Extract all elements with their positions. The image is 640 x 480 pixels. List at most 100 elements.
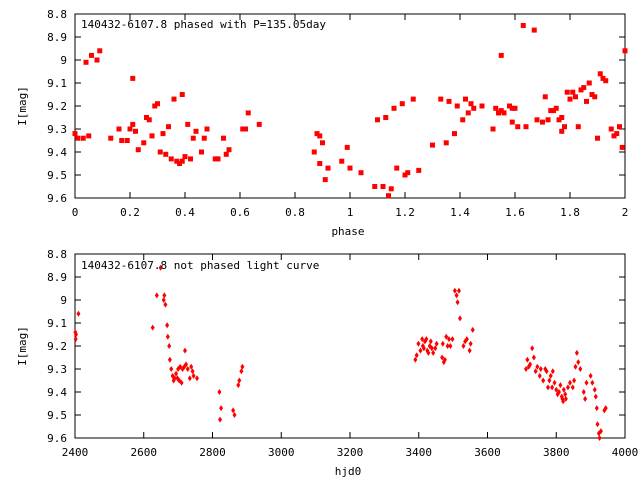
unphased-data-point: [541, 377, 546, 384]
unphased-data-point: [447, 336, 451, 343]
phased-data-point: [465, 110, 471, 116]
unphased-x-tick-label: 3000: [268, 446, 295, 459]
phased-data-point: [94, 57, 100, 63]
unphased-data-point: [237, 377, 242, 384]
unphased-data-point: [218, 416, 223, 423]
phased-data-point: [160, 131, 166, 137]
unphased-data-point: [217, 389, 222, 395]
unphased-data-point: [429, 345, 434, 352]
phased-data-point: [163, 151, 169, 157]
phased-x-tick-label: 1.2: [395, 206, 415, 219]
phased-y-tick-label: 8.9: [47, 31, 67, 44]
unphased-chart-title: 140432-6107.8 not phased light curve: [81, 259, 319, 272]
phased-data-point: [83, 59, 89, 65]
unphased-chart: 8.8 8.9 9 9.1 9.2 9.3 9.4 9.5 9.6 2400 2600 2800 30…: [16, 248, 638, 478]
phased-data-point: [215, 156, 221, 162]
phased-data-point: [325, 165, 331, 171]
phased-data-point: [152, 103, 158, 109]
unphased-data-point: [531, 354, 536, 361]
unphased-data-point: [184, 361, 189, 368]
phased-data-point: [380, 184, 386, 189]
unphased-data-point: [467, 347, 472, 354]
unphased-data-point: [574, 349, 579, 356]
unphased-data-point: [561, 398, 566, 405]
phased-data-point: [468, 101, 474, 107]
unphased-data-point: [547, 377, 552, 384]
unphased-data-point: [420, 336, 425, 343]
unphased-data-point: [195, 375, 200, 382]
unphased-x-tick-label: 2400: [62, 446, 89, 459]
phased-data-point: [446, 98, 452, 104]
unphased-data-point: [544, 368, 549, 375]
phased-data-point: [542, 94, 548, 100]
phased-data-point: [540, 119, 545, 125]
unphased-data-point: [590, 379, 595, 386]
phased-data-point: [559, 128, 565, 134]
phased-data-point: [534, 117, 540, 123]
phased-data-point: [575, 124, 581, 130]
phased-data-point: [578, 87, 584, 93]
phased-x-tick-label: 2: [622, 206, 629, 219]
unphased-data-point: [535, 363, 540, 370]
unphased-data-point: [413, 356, 418, 363]
unphased-data-point: [163, 301, 168, 308]
phased-y-tick-label: 9.2: [47, 100, 67, 113]
unphased-data-point: [470, 326, 475, 333]
unphased-data-point: [76, 310, 81, 317]
phased-chart: 8.8 8.9 9 9.1 9.2 9.3 9.4 9.5 9.6 0 0.2 0.4 0.6 0.8 1…: [16, 8, 628, 238]
phased-data-point: [226, 147, 232, 153]
phased-data-point: [174, 158, 180, 164]
unphased-y-tick-label: 9.5: [47, 409, 67, 422]
unphased-data-point: [592, 386, 597, 393]
unphased-data-point: [165, 333, 170, 340]
phased-data-point: [479, 103, 485, 109]
phased-data-point: [144, 115, 149, 120]
phased-data-point: [320, 140, 325, 146]
unphased-data-point: [461, 343, 466, 349]
phased-data-point: [531, 27, 537, 33]
phased-data-point: [405, 170, 411, 176]
phased-data-point: [256, 121, 262, 127]
phased-data-point: [509, 119, 515, 125]
unphased-data-point: [550, 368, 555, 375]
unphased-y-tick-label: 9.4: [47, 386, 67, 399]
unphased-data-point: [456, 287, 461, 294]
unphased-data-point: [179, 379, 184, 386]
unphased-data-point: [583, 395, 588, 402]
phased-data-point: [586, 80, 592, 86]
unphased-data-point: [525, 356, 530, 363]
phased-x-tick-label: 1.4: [450, 206, 470, 219]
unphased-data-point: [563, 395, 568, 402]
phased-data-point: [584, 98, 589, 104]
phased-data-point: [416, 167, 422, 173]
phased-data-point: [317, 161, 323, 166]
phased-data-point: [520, 23, 526, 28]
phased-data-point: [614, 131, 620, 137]
unphased-data-point: [440, 340, 445, 347]
unphased-x-tick-label: 3800: [543, 446, 570, 459]
phased-data-point: [204, 126, 210, 132]
unphased-data-point: [464, 336, 469, 343]
unphased-data-point: [452, 287, 457, 294]
unphased-data-point: [431, 349, 436, 356]
unphased-x-tick-label: 3600: [474, 446, 501, 459]
phased-data-point: [573, 94, 578, 100]
phased-data-point: [523, 124, 529, 130]
phased-data-point: [394, 165, 400, 171]
phased-data-point: [383, 115, 389, 120]
phased-data-point: [190, 135, 196, 141]
phased-data-point: [564, 89, 570, 95]
unphased-data-point: [530, 345, 535, 352]
phased-data-point: [311, 149, 317, 155]
phased-x-tick-label: 1.8: [560, 206, 580, 219]
phased-data-point: [496, 110, 501, 116]
phased-data-point: [97, 48, 103, 54]
unphased-data-point: [595, 421, 600, 428]
unphased-y-tick-label: 9: [60, 294, 67, 307]
unphased-data-point: [167, 356, 172, 363]
phased-data-point: [438, 96, 444, 102]
phased-y-tick-label: 9.3: [47, 123, 67, 136]
phased-data-point: [141, 140, 147, 146]
unphased-data-point: [570, 384, 575, 391]
phased-data-point: [619, 144, 625, 150]
